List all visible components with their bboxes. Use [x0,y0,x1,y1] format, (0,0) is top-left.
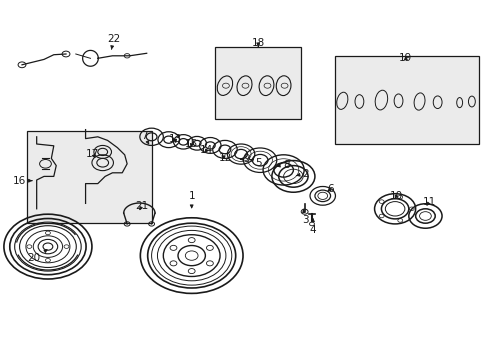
Bar [334,56,478,144]
Text: 15: 15 [184,139,198,149]
Bar [215,47,300,119]
Text: 18: 18 [251,38,264,48]
Text: 20: 20 [28,250,47,264]
Text: 2: 2 [296,168,308,179]
Text: 5: 5 [249,158,261,168]
Circle shape [309,222,314,226]
Text: 8: 8 [277,159,289,170]
Text: 4: 4 [309,219,316,235]
Text: 22: 22 [106,34,120,49]
Text: 14: 14 [199,145,213,156]
Text: 6: 6 [326,184,333,194]
Text: 9: 9 [240,154,250,164]
Bar [27,131,151,223]
Text: 11: 11 [422,197,435,207]
Text: 16: 16 [13,176,32,186]
Text: 17: 17 [86,149,100,159]
Text: 19: 19 [398,53,412,63]
Text: 1: 1 [188,191,195,208]
Text: 13: 13 [168,134,182,144]
Text: 12: 12 [219,153,232,163]
Text: 21: 21 [135,201,148,211]
Text: 3: 3 [302,209,308,225]
Text: 10: 10 [389,191,402,201]
Text: 7: 7 [141,131,148,144]
